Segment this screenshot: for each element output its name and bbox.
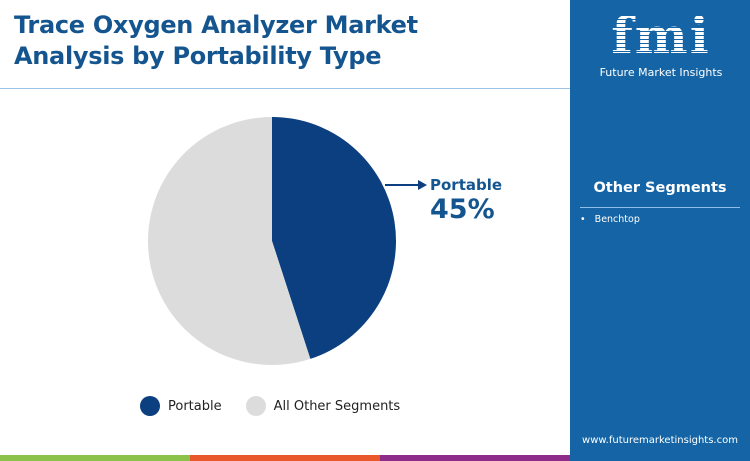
segment-item: • Benchtop	[580, 214, 640, 225]
page-title: Trace Oxygen Analyzer Market Analysis by …	[14, 10, 418, 72]
title-line-2: Analysis by Portability Type	[14, 42, 382, 70]
logo-mark: fmi	[596, 8, 726, 64]
callout-value: 45%	[430, 194, 495, 225]
bottom-bar-green	[0, 455, 190, 461]
callout-arrow	[385, 180, 427, 190]
fmi-logo: fmi Future Market Insights	[596, 8, 726, 80]
title-divider	[0, 88, 570, 89]
logo-name: Future Market Insights	[599, 66, 723, 79]
title-line-1: Trace Oxygen Analyzer Market	[14, 11, 418, 39]
legend-swatch-other	[245, 396, 266, 416]
sidebar: fmi Future Market Insights Other Segment…	[570, 0, 750, 455]
pie-chart	[147, 117, 427, 366]
legend: Portable All Other Segments	[140, 396, 400, 416]
pie-slice-portable	[272, 117, 396, 359]
segment-label: Benchtop	[594, 214, 640, 225]
other-segments-heading: Other Segments	[593, 180, 727, 196]
legend-label-portable: Portable	[168, 398, 222, 414]
pie-slice-other	[147, 117, 311, 366]
legend-label-other: All Other Segments	[273, 398, 401, 414]
bottom-bar-orange	[190, 455, 380, 461]
legend-swatch-portable	[140, 396, 160, 416]
bottom-bar-purple	[380, 455, 570, 461]
callout: Portable 45%	[430, 176, 502, 226]
website-url[interactable]: www.futuremarketinsights.com	[582, 435, 738, 446]
callout-label: Portable	[430, 176, 503, 194]
segments-divider	[580, 207, 740, 208]
bottom-bar-blue	[570, 455, 750, 461]
segment-list: • Benchtop	[580, 214, 640, 225]
